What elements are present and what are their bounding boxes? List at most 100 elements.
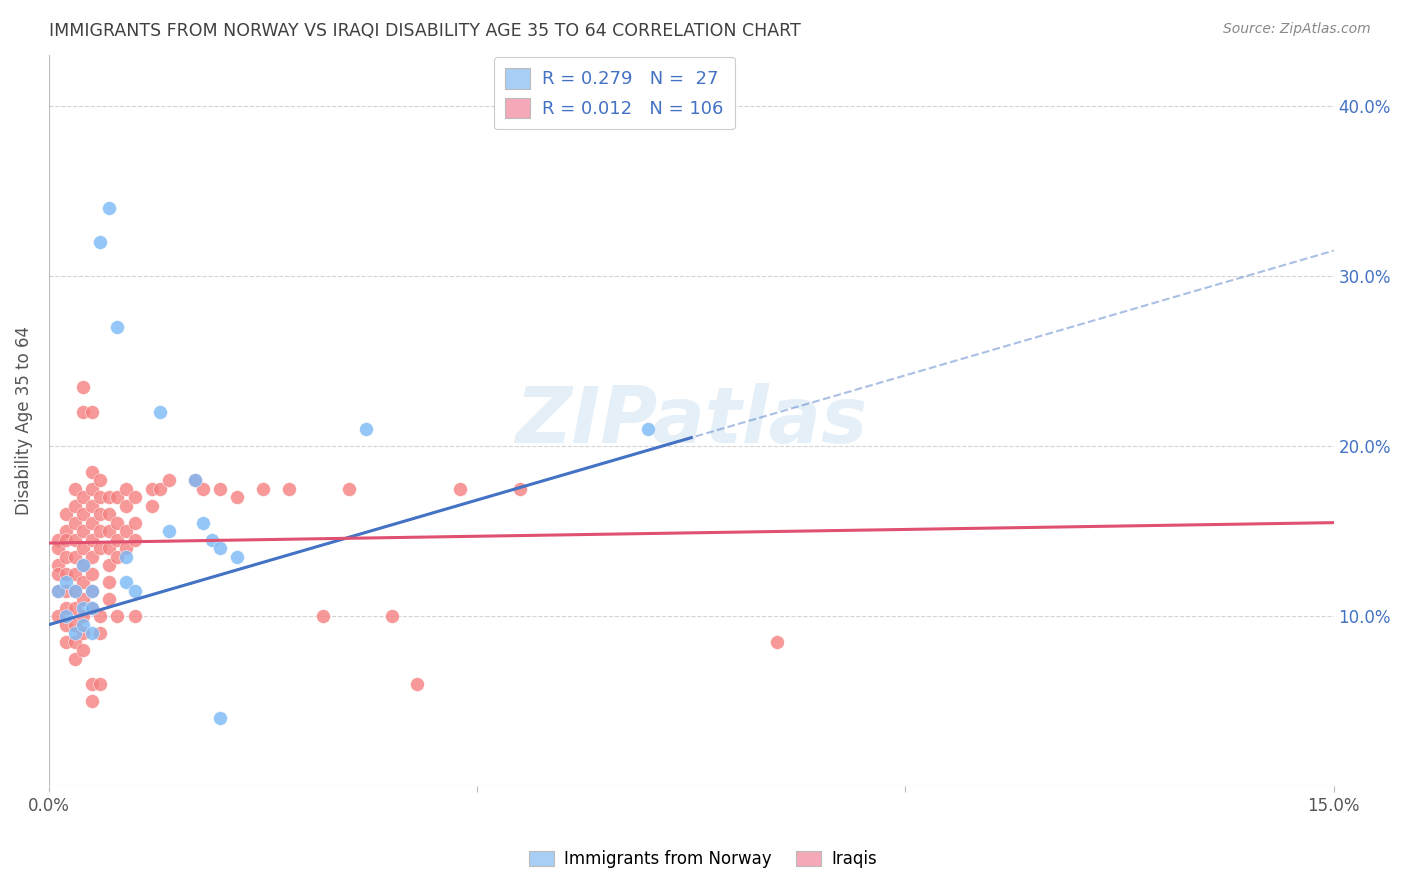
Point: [183, 473, 205, 487]
Point: [55, 533, 77, 547]
Point: [72, 643, 94, 657]
Point: [72, 609, 94, 624]
Point: [107, 533, 129, 547]
Point: [55, 583, 77, 598]
Point: [55, 566, 77, 581]
Point: [115, 482, 138, 496]
Point: [191, 516, 214, 530]
Point: [72, 617, 94, 632]
Point: [80, 583, 103, 598]
Point: [107, 490, 129, 504]
Text: ZIPatlas: ZIPatlas: [515, 383, 868, 458]
Point: [107, 516, 129, 530]
Point: [97, 575, 120, 590]
Point: [63, 566, 86, 581]
Point: [97, 541, 120, 556]
Point: [72, 558, 94, 573]
Point: [141, 482, 163, 496]
Point: [80, 482, 103, 496]
Point: [46, 583, 69, 598]
Point: [124, 490, 146, 504]
Point: [63, 651, 86, 665]
Point: [46, 533, 69, 547]
Point: [72, 541, 94, 556]
Point: [63, 499, 86, 513]
Text: IMMIGRANTS FROM NORWAY VS IRAQI DISABILITY AGE 35 TO 64 CORRELATION CHART: IMMIGRANTS FROM NORWAY VS IRAQI DISABILI…: [49, 22, 801, 40]
Point: [80, 694, 103, 708]
Point: [89, 473, 111, 487]
Point: [55, 507, 77, 521]
Point: [63, 617, 86, 632]
Legend: Immigrants from Norway, Iraqis: Immigrants from Norway, Iraqis: [522, 844, 884, 875]
Point: [55, 549, 77, 564]
Point: [55, 617, 77, 632]
Point: [115, 499, 138, 513]
Point: [277, 482, 299, 496]
Point: [63, 634, 86, 648]
Point: [63, 626, 86, 640]
Point: [380, 609, 402, 624]
Point: [337, 482, 360, 496]
Point: [72, 592, 94, 607]
Point: [226, 490, 249, 504]
Point: [72, 575, 94, 590]
Point: [124, 583, 146, 598]
Y-axis label: Disability Age 35 to 64: Disability Age 35 to 64: [15, 326, 32, 516]
Point: [80, 516, 103, 530]
Point: [80, 626, 103, 640]
Point: [72, 405, 94, 419]
Point: [115, 549, 138, 564]
Point: [63, 583, 86, 598]
Point: [72, 379, 94, 393]
Point: [80, 600, 103, 615]
Point: [97, 490, 120, 504]
Point: [97, 201, 120, 215]
Point: [63, 516, 86, 530]
Point: [141, 499, 163, 513]
Point: [80, 566, 103, 581]
Point: [72, 558, 94, 573]
Point: [55, 524, 77, 538]
Point: [63, 482, 86, 496]
Point: [72, 490, 94, 504]
Point: [107, 609, 129, 624]
Point: [89, 490, 111, 504]
Point: [354, 422, 377, 436]
Point: [63, 549, 86, 564]
Point: [72, 626, 94, 640]
Point: [97, 507, 120, 521]
Point: [46, 541, 69, 556]
Point: [63, 583, 86, 598]
Point: [115, 541, 138, 556]
Point: [107, 549, 129, 564]
Point: [157, 473, 180, 487]
Point: [89, 524, 111, 538]
Point: [766, 634, 789, 648]
Point: [97, 558, 120, 573]
Point: [97, 592, 120, 607]
Point: [55, 634, 77, 648]
Point: [124, 533, 146, 547]
Point: [80, 465, 103, 479]
Point: [157, 524, 180, 538]
Point: [209, 541, 232, 556]
Point: [209, 711, 232, 725]
Point: [89, 626, 111, 640]
Point: [46, 558, 69, 573]
Point: [115, 524, 138, 538]
Point: [149, 405, 172, 419]
Point: [80, 600, 103, 615]
Point: [124, 516, 146, 530]
Point: [63, 533, 86, 547]
Point: [72, 524, 94, 538]
Point: [183, 473, 205, 487]
Legend: R = 0.279   N =  27, R = 0.012   N = 106: R = 0.279 N = 27, R = 0.012 N = 106: [494, 57, 735, 129]
Point: [115, 575, 138, 590]
Text: Source: ZipAtlas.com: Source: ZipAtlas.com: [1223, 22, 1371, 37]
Point: [509, 482, 531, 496]
Point: [55, 575, 77, 590]
Point: [124, 609, 146, 624]
Point: [80, 583, 103, 598]
Point: [149, 482, 172, 496]
Point: [89, 609, 111, 624]
